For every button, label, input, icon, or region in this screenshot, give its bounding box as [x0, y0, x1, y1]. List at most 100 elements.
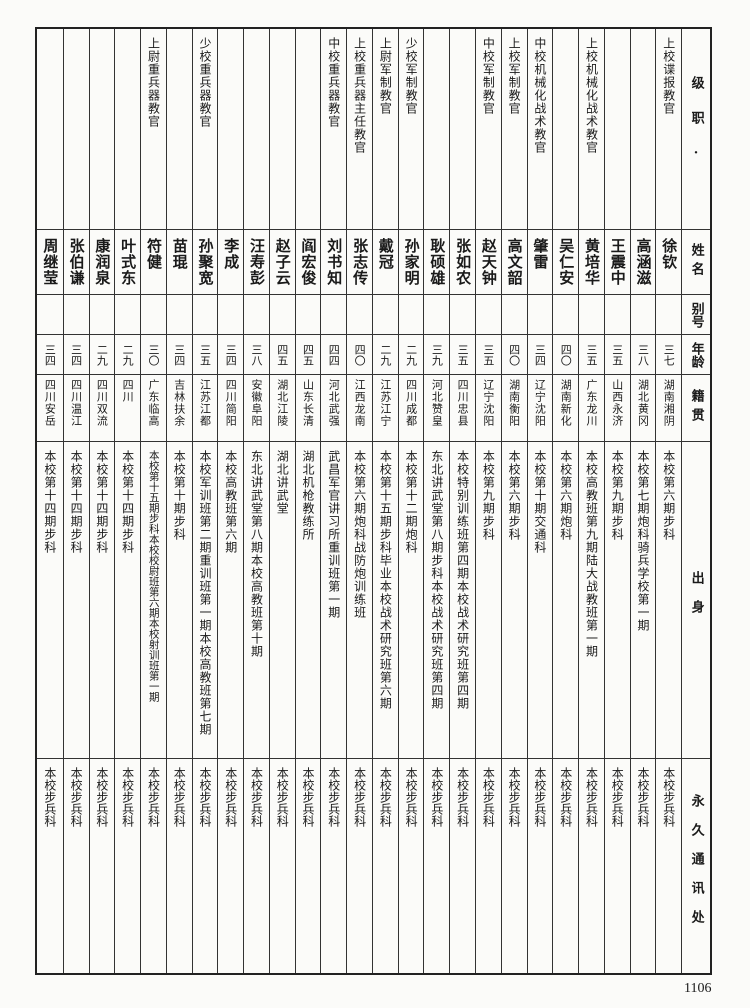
cell-name: 吴仁安	[553, 230, 579, 295]
position-text: 上尉军制教官	[378, 37, 393, 115]
header-column: 级职· 姓名 别号 年龄 籍贯 出身 永久通讯处	[681, 29, 710, 973]
table-row: 上尉军制教官 戴冠 二九 江苏江宁 本校第十五期步科毕业本校战术研究班第六期 本校步兵科	[371, 29, 398, 973]
cell-origin: 辽宁沈阳	[527, 375, 553, 442]
cell-background: 本校高教班第六期	[218, 442, 244, 759]
cell-address: 本校步兵科	[64, 759, 89, 973]
origin-text: 湖北江陵	[275, 379, 289, 427]
cell-position	[63, 29, 89, 230]
cell-background: 东北讲武堂第八期步科本校战术研究班第四期	[424, 442, 450, 759]
cell-name: 李成	[218, 230, 244, 295]
cell-address: 本校步兵科	[450, 759, 475, 973]
cell-position	[166, 29, 192, 230]
table-row: 苗琨 三四 吉林扶余 本校第十期步科 本校步兵科	[165, 29, 192, 973]
cell-age: 二九	[398, 335, 424, 375]
cell-name: 符健	[141, 230, 166, 295]
cell-age: 三五	[604, 335, 630, 375]
table-row: 中校机械化战术教官 肇雷 三四 辽宁沈阳 本校第十期交通科 本校步兵科	[526, 29, 553, 973]
background-text: 湖北机枪教练所	[301, 450, 316, 541]
address-text: 本校步兵科	[352, 767, 367, 827]
origin-text: 广东临高	[146, 379, 160, 427]
background-text: 本校第十四期步科	[42, 450, 57, 554]
cell-origin: 四川安岳	[37, 375, 63, 442]
cell-alias	[115, 295, 141, 335]
cell-alias	[37, 295, 63, 335]
cell-position: 中校机械化战术教官	[527, 29, 553, 230]
cell-position	[89, 29, 115, 230]
origin-text: 辽宁沈阳	[533, 379, 547, 427]
table-row: 叶式东 二九 四川 本校第十四期步科 本校步兵科	[114, 29, 141, 973]
table-row: 上校谍报教官 徐钦 三七 湖南湘阴 本校第六期步科 本校步兵科	[655, 29, 682, 973]
cell-alias	[604, 295, 630, 335]
cell-address: 本校步兵科	[321, 759, 346, 973]
cell-address: 本校步兵科	[141, 759, 166, 973]
cell-origin: 四川双流	[89, 375, 115, 442]
table-row: 上校重兵器主任教官 张志传 四〇 江西龙南 本校第六期炮科战防炮训练班 本校步兵科	[346, 29, 372, 973]
cell-age: 三九	[424, 335, 450, 375]
cell-age: 三七	[656, 335, 682, 375]
address-text: 本校步兵科	[94, 767, 109, 827]
background-text: 本校第十二期炮科	[404, 450, 419, 554]
position-text: 少校军制教官	[404, 37, 419, 115]
cell-name: 刘书知	[321, 230, 347, 295]
age-text: 三九	[430, 343, 444, 366]
cell-name: 张伯谦	[63, 230, 89, 295]
cell-name: 苗琨	[166, 230, 192, 295]
origin-text: 四川温江	[69, 379, 83, 427]
origin-text: 吉林扶余	[172, 379, 186, 427]
name-text: 阎宏俊	[299, 238, 318, 286]
cell-position	[553, 29, 579, 230]
cell-origin: 吉林扶余	[166, 375, 192, 442]
background-text: 本校第十四期步科	[94, 450, 109, 554]
cell-position	[115, 29, 141, 230]
cell-position: 上尉军制教官	[372, 29, 398, 230]
cell-age: 二九	[115, 335, 141, 375]
cell-alias	[372, 295, 398, 335]
background-text: 本校第十四期步科	[120, 450, 135, 554]
background-text: 武昌军官讲习所重训班第一期	[326, 450, 341, 619]
cell-origin: 安徽阜阳	[244, 375, 269, 442]
cell-alias	[450, 295, 476, 335]
cell-name: 张志传	[347, 230, 372, 295]
cell-position: 中校重兵器教官	[321, 29, 347, 230]
table-row: 张如农 三五 四川忠县 本校特别训练班第四期本校战术研究班第四期 本校步兵科	[449, 29, 476, 973]
age-text: 三四	[69, 343, 83, 366]
cell-background: 本校高教班第九期陆大战教班第一期	[579, 442, 604, 759]
background-text: 本校特别训练班第四期本校战术研究班第四期	[455, 450, 470, 710]
cell-position	[604, 29, 630, 230]
age-text: 四五	[301, 343, 315, 366]
position-text: 上尉重兵器教官	[146, 37, 161, 128]
origin-text: 河北赞皇	[430, 379, 444, 427]
cell-position: 上校军制教官	[501, 29, 527, 230]
background-text: 本校第七期炮科骑兵学校第一期	[635, 450, 650, 632]
origin-text: 四川忠县	[456, 379, 470, 427]
cell-position: 上校谍报教官	[656, 29, 682, 230]
position-text: 上校军制教官	[507, 37, 522, 115]
cell-age: 三四	[63, 335, 89, 375]
position-text: 中校重兵器教官	[326, 37, 341, 128]
header-background-label: 出身	[688, 571, 704, 629]
cell-address: 本校步兵科	[90, 759, 115, 973]
cell-alias	[89, 295, 115, 335]
cell-background: 本校第十期交通科	[527, 442, 553, 759]
cell-age: 三四	[166, 335, 192, 375]
header-age-label: 年龄	[688, 341, 704, 368]
name-text: 高文韶	[505, 238, 524, 286]
table-row: 上校军制教官 高文韶 四〇 湖南衡阳 本校第六期步科 本校步兵科	[500, 29, 527, 973]
address-text: 本校步兵科	[610, 767, 625, 827]
origin-text: 安徽阜阳	[250, 379, 263, 427]
table-row: 少校军制教官 孙家明 二九 四川成都 本校第十二期炮科 本校步兵科	[397, 29, 424, 973]
cell-name: 戴冠	[372, 230, 398, 295]
cell-background: 本校第十四期步科	[37, 442, 63, 759]
address-text: 本校步兵科	[558, 767, 573, 827]
cell-background: 本校第六期炮科战防炮训练班	[347, 442, 372, 759]
table-row: 康润泉 二九 四川双流 本校第十四期步科 本校步兵科	[88, 29, 115, 973]
name-text: 张伯谦	[67, 238, 86, 286]
header-name: 姓名	[682, 230, 710, 295]
cell-name: 高文韶	[501, 230, 527, 295]
cell-age: 三八	[630, 335, 656, 375]
cell-age: 三五	[579, 335, 604, 375]
cell-origin: 山西永济	[604, 375, 630, 442]
age-text: 三五	[481, 343, 495, 366]
table-row: 张伯谦 三四 四川温江 本校第十四期步科 本校步兵科	[62, 29, 89, 973]
page-number: 1106	[684, 981, 712, 996]
